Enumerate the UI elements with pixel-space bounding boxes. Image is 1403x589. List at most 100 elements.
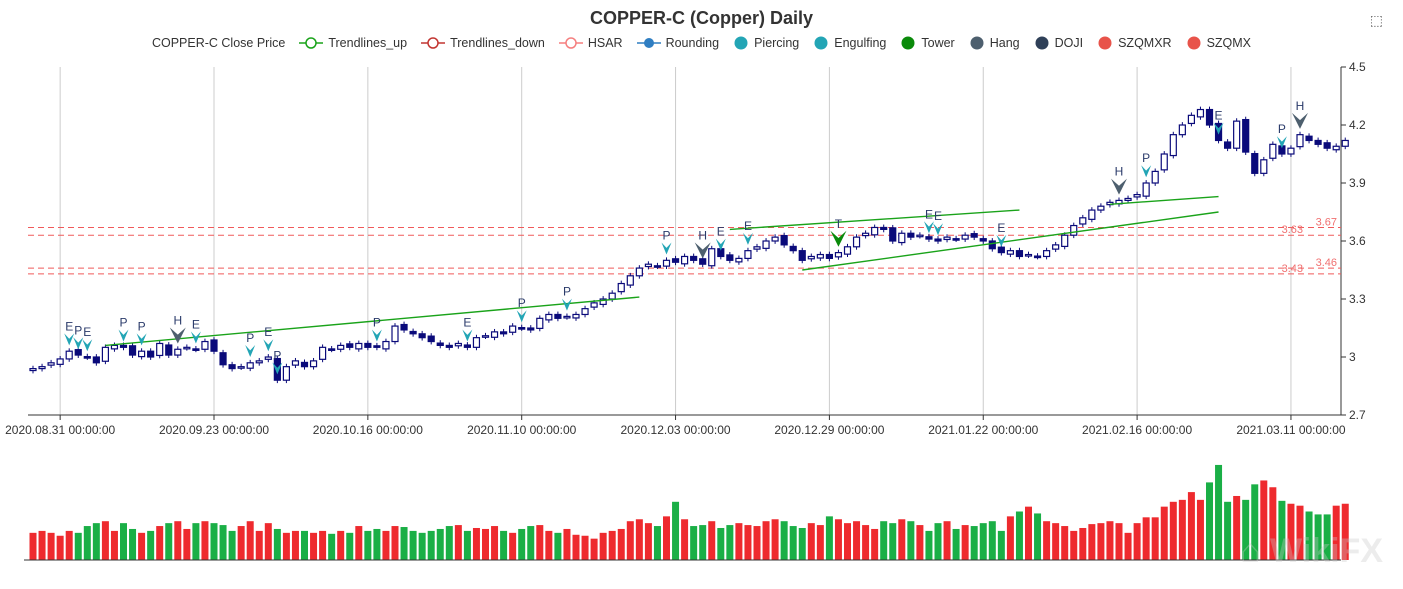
volume-bar bbox=[1025, 506, 1032, 560]
zoom-select-icon[interactable]: ⬚ bbox=[1369, 12, 1383, 28]
candle-up bbox=[1124, 197, 1132, 201]
candle-down bbox=[997, 246, 1005, 254]
trendline-up bbox=[1109, 195, 1219, 205]
pattern-marker-label: H bbox=[1115, 165, 1124, 179]
pattern-marker-label: H bbox=[173, 313, 182, 327]
volume-bar bbox=[382, 530, 390, 560]
candle-down bbox=[798, 250, 806, 261]
legend-label: Piercing bbox=[754, 36, 800, 50]
pattern-marker-label: P bbox=[1142, 151, 1150, 165]
pattern-marker-label: P bbox=[74, 323, 82, 337]
legend-item[interactable]: Trendlines_up bbox=[299, 36, 407, 50]
candle-up bbox=[572, 313, 580, 319]
volume-bar bbox=[635, 519, 643, 560]
legend-item[interactable]: HSAR bbox=[558, 36, 623, 50]
volume-bar bbox=[1242, 499, 1250, 560]
candle-up bbox=[1160, 153, 1168, 171]
volume-bar bbox=[391, 526, 399, 560]
volume-bar bbox=[138, 532, 146, 560]
candle-down bbox=[463, 344, 471, 348]
volume-bar bbox=[228, 530, 236, 560]
volume-bar bbox=[373, 528, 381, 560]
y-tick-label: 3.3 bbox=[1349, 292, 1366, 306]
candle-down bbox=[500, 331, 508, 335]
candle-up bbox=[1287, 147, 1295, 155]
volume-bar bbox=[291, 530, 299, 560]
pattern-marker-label: E bbox=[192, 317, 200, 331]
volume-bar bbox=[853, 521, 861, 560]
legend-dot-icon bbox=[970, 36, 984, 50]
volume-bar bbox=[56, 535, 64, 560]
legend-dot-icon bbox=[1098, 36, 1112, 50]
candle-down bbox=[210, 339, 218, 352]
candle-up bbox=[599, 298, 607, 306]
candle-up bbox=[490, 331, 499, 338]
pattern-marker-piercing-icon bbox=[73, 337, 84, 350]
pattern-marker-piercing-icon bbox=[118, 329, 129, 342]
volume-bar bbox=[400, 527, 408, 560]
candle-down bbox=[1305, 135, 1313, 142]
volume-bar bbox=[482, 528, 489, 560]
volume-bar bbox=[825, 516, 833, 560]
candle-up bbox=[255, 360, 263, 364]
candle-down bbox=[228, 364, 236, 370]
volume-bar bbox=[1332, 505, 1340, 560]
candle-down bbox=[925, 236, 933, 240]
legend-item[interactable]: Engulfing bbox=[813, 36, 886, 50]
legend-item[interactable]: SZQMXR bbox=[1097, 36, 1172, 50]
legend-item[interactable]: Rounding bbox=[636, 36, 719, 50]
x-tick-label: 2021.03.11 00:00:00 bbox=[1236, 423, 1346, 437]
pattern-marker-engulfing-icon bbox=[263, 339, 274, 352]
candle-up bbox=[101, 346, 110, 362]
volume-bar bbox=[681, 519, 689, 560]
candle-up bbox=[871, 226, 879, 236]
legend-dot-icon bbox=[1035, 36, 1049, 50]
volume-bar bbox=[445, 526, 453, 560]
pattern-marker-hang-icon bbox=[169, 327, 186, 344]
pattern-marker-label: E bbox=[463, 316, 471, 330]
volume-bar bbox=[1260, 480, 1268, 560]
legend-line-dot-icon bbox=[636, 38, 661, 48]
legend-item[interactable]: COPPER-C Close Price bbox=[152, 36, 285, 50]
legend-label: COPPER-C Close Price bbox=[151, 36, 286, 50]
candle-up bbox=[201, 340, 209, 350]
chart-title: COPPER-C (Copper) Daily bbox=[589, 8, 814, 28]
legend-item[interactable]: Tower bbox=[900, 36, 955, 50]
legend-item[interactable]: DOJI bbox=[1034, 36, 1083, 50]
y-tick-label: 3 bbox=[1349, 350, 1356, 364]
candle-up bbox=[246, 362, 254, 369]
volume-bar bbox=[753, 526, 761, 560]
candle-down bbox=[789, 245, 797, 252]
pattern-marker-engulfing-icon bbox=[462, 329, 473, 342]
legend-item[interactable]: Trendlines_down bbox=[421, 36, 545, 50]
x-tick-label: 2020.09.23 00:00:00 bbox=[159, 423, 269, 437]
candle-down bbox=[400, 323, 408, 331]
candle-up bbox=[1296, 134, 1304, 148]
volume-bar bbox=[563, 528, 571, 560]
legend-item[interactable]: Hang bbox=[969, 36, 1020, 50]
volume-bar bbox=[1224, 501, 1232, 560]
pattern-marker-label: P bbox=[273, 348, 281, 362]
volume-bar bbox=[1169, 501, 1177, 560]
legend-item[interactable]: SZQMX bbox=[1186, 36, 1251, 50]
pattern-marker-label: H bbox=[1296, 99, 1305, 113]
volume-bar bbox=[472, 527, 480, 560]
candle-down bbox=[364, 342, 372, 348]
candle-up bbox=[662, 259, 671, 267]
candle-up bbox=[1024, 253, 1033, 257]
volume-bar bbox=[581, 535, 589, 560]
legend-item[interactable]: Piercing bbox=[733, 36, 799, 50]
pattern-marker-hang-icon bbox=[1292, 112, 1308, 129]
candle-up bbox=[943, 236, 951, 241]
volume-bar bbox=[1251, 484, 1259, 560]
volume-bar bbox=[653, 526, 661, 560]
candle-down bbox=[119, 344, 128, 348]
candle-down bbox=[671, 258, 680, 263]
pattern-marker-label: T bbox=[835, 217, 843, 231]
candle-down bbox=[653, 265, 662, 268]
candle-up bbox=[816, 253, 824, 259]
volume-bar bbox=[1142, 517, 1150, 560]
volume-bar bbox=[807, 523, 815, 560]
candle-down bbox=[979, 238, 987, 242]
